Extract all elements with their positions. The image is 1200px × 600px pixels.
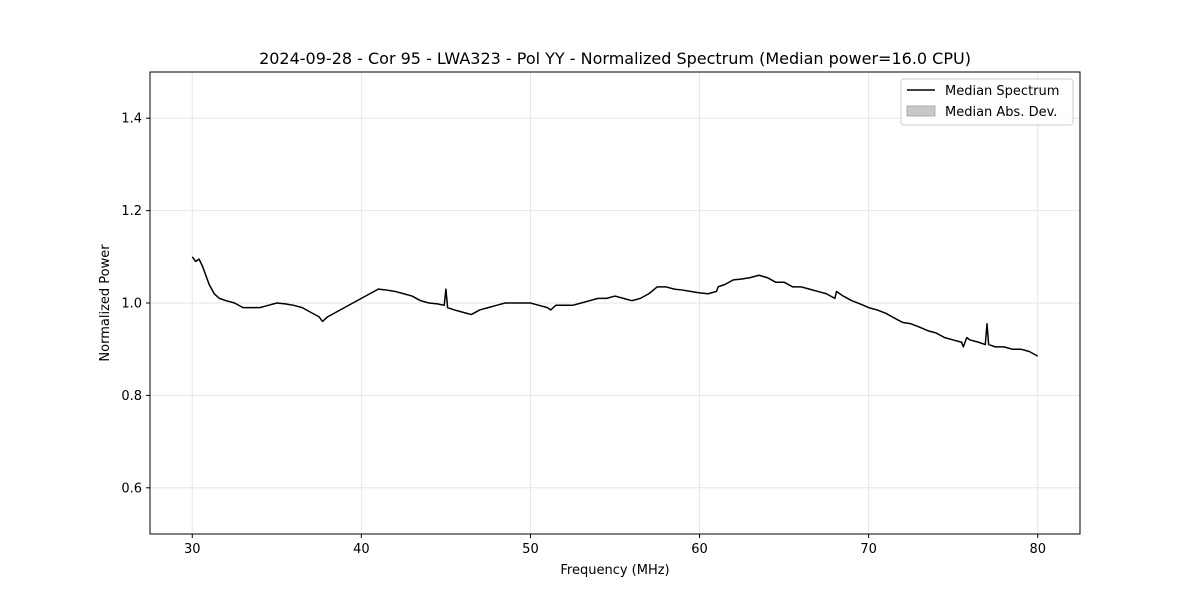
x-tick-label: 60 (691, 542, 708, 557)
y-tick-label: 0.6 (121, 481, 142, 496)
y-tick-label: 1.2 (121, 204, 142, 219)
x-tick-label: 30 (184, 542, 201, 557)
legend-box (900, 78, 1074, 126)
x-tick-label: 70 (860, 542, 877, 557)
tick-layer: 30 40 50 60 70 80 0.6 0.8 1.0 1.2 1.4 (121, 112, 1046, 557)
x-tick-label: 40 (353, 542, 370, 557)
y-axis-label: Normalized Power (98, 244, 113, 362)
y-tick-label: 1.4 (121, 112, 142, 127)
legend: Median Spectrum Median Abs. Dev. (900, 78, 1074, 126)
legend-band-swatch (906, 105, 936, 117)
legend-label-median-spectrum: Median Spectrum (945, 84, 1059, 99)
y-tick-label: 0.8 (121, 389, 142, 404)
x-axis-label: Frequency (MHz) (560, 563, 669, 578)
x-tick-label: 80 (1029, 542, 1046, 557)
chart-title: 2024-09-28 - Cor 95 - LWA323 - Pol YY - … (259, 49, 971, 68)
series-line-median-spectrum (191, 256, 1039, 357)
x-tick-label: 50 (522, 542, 539, 557)
legend-label-median-abs-dev: Median Abs. Dev. (945, 105, 1057, 120)
line-layer (191, 256, 1039, 357)
y-tick-label: 1.0 (121, 297, 142, 312)
